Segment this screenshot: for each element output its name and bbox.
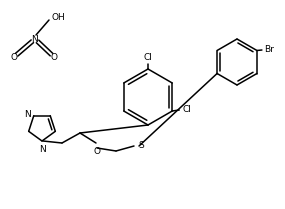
Text: S: S [138,141,144,150]
Text: N: N [24,110,31,119]
Text: Cl: Cl [144,53,152,62]
Text: N: N [39,145,45,154]
Text: Cl: Cl [182,104,191,113]
Text: OH: OH [52,14,66,23]
Text: O: O [50,52,58,61]
Text: O: O [11,52,17,61]
Text: N: N [32,34,38,43]
Text: O: O [93,147,101,156]
Text: Br: Br [264,45,274,54]
